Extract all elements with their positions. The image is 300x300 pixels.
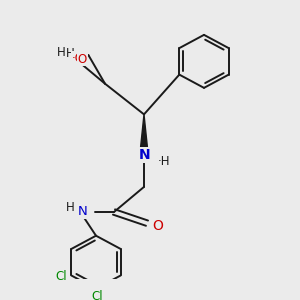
Text: Cl: Cl [92, 290, 103, 300]
Polygon shape [140, 114, 148, 152]
Text: ·H: ·H [158, 155, 170, 168]
Text: ·O: ·O [72, 52, 85, 64]
Text: H: H [57, 46, 66, 59]
Text: N: N [139, 148, 150, 162]
Text: N: N [78, 205, 87, 218]
Text: Cl: Cl [55, 270, 67, 284]
Text: H: H [66, 201, 75, 214]
Text: O: O [152, 219, 163, 233]
Text: O: O [78, 52, 87, 66]
Text: ·: · [75, 53, 78, 62]
Text: H: H [66, 47, 75, 60]
